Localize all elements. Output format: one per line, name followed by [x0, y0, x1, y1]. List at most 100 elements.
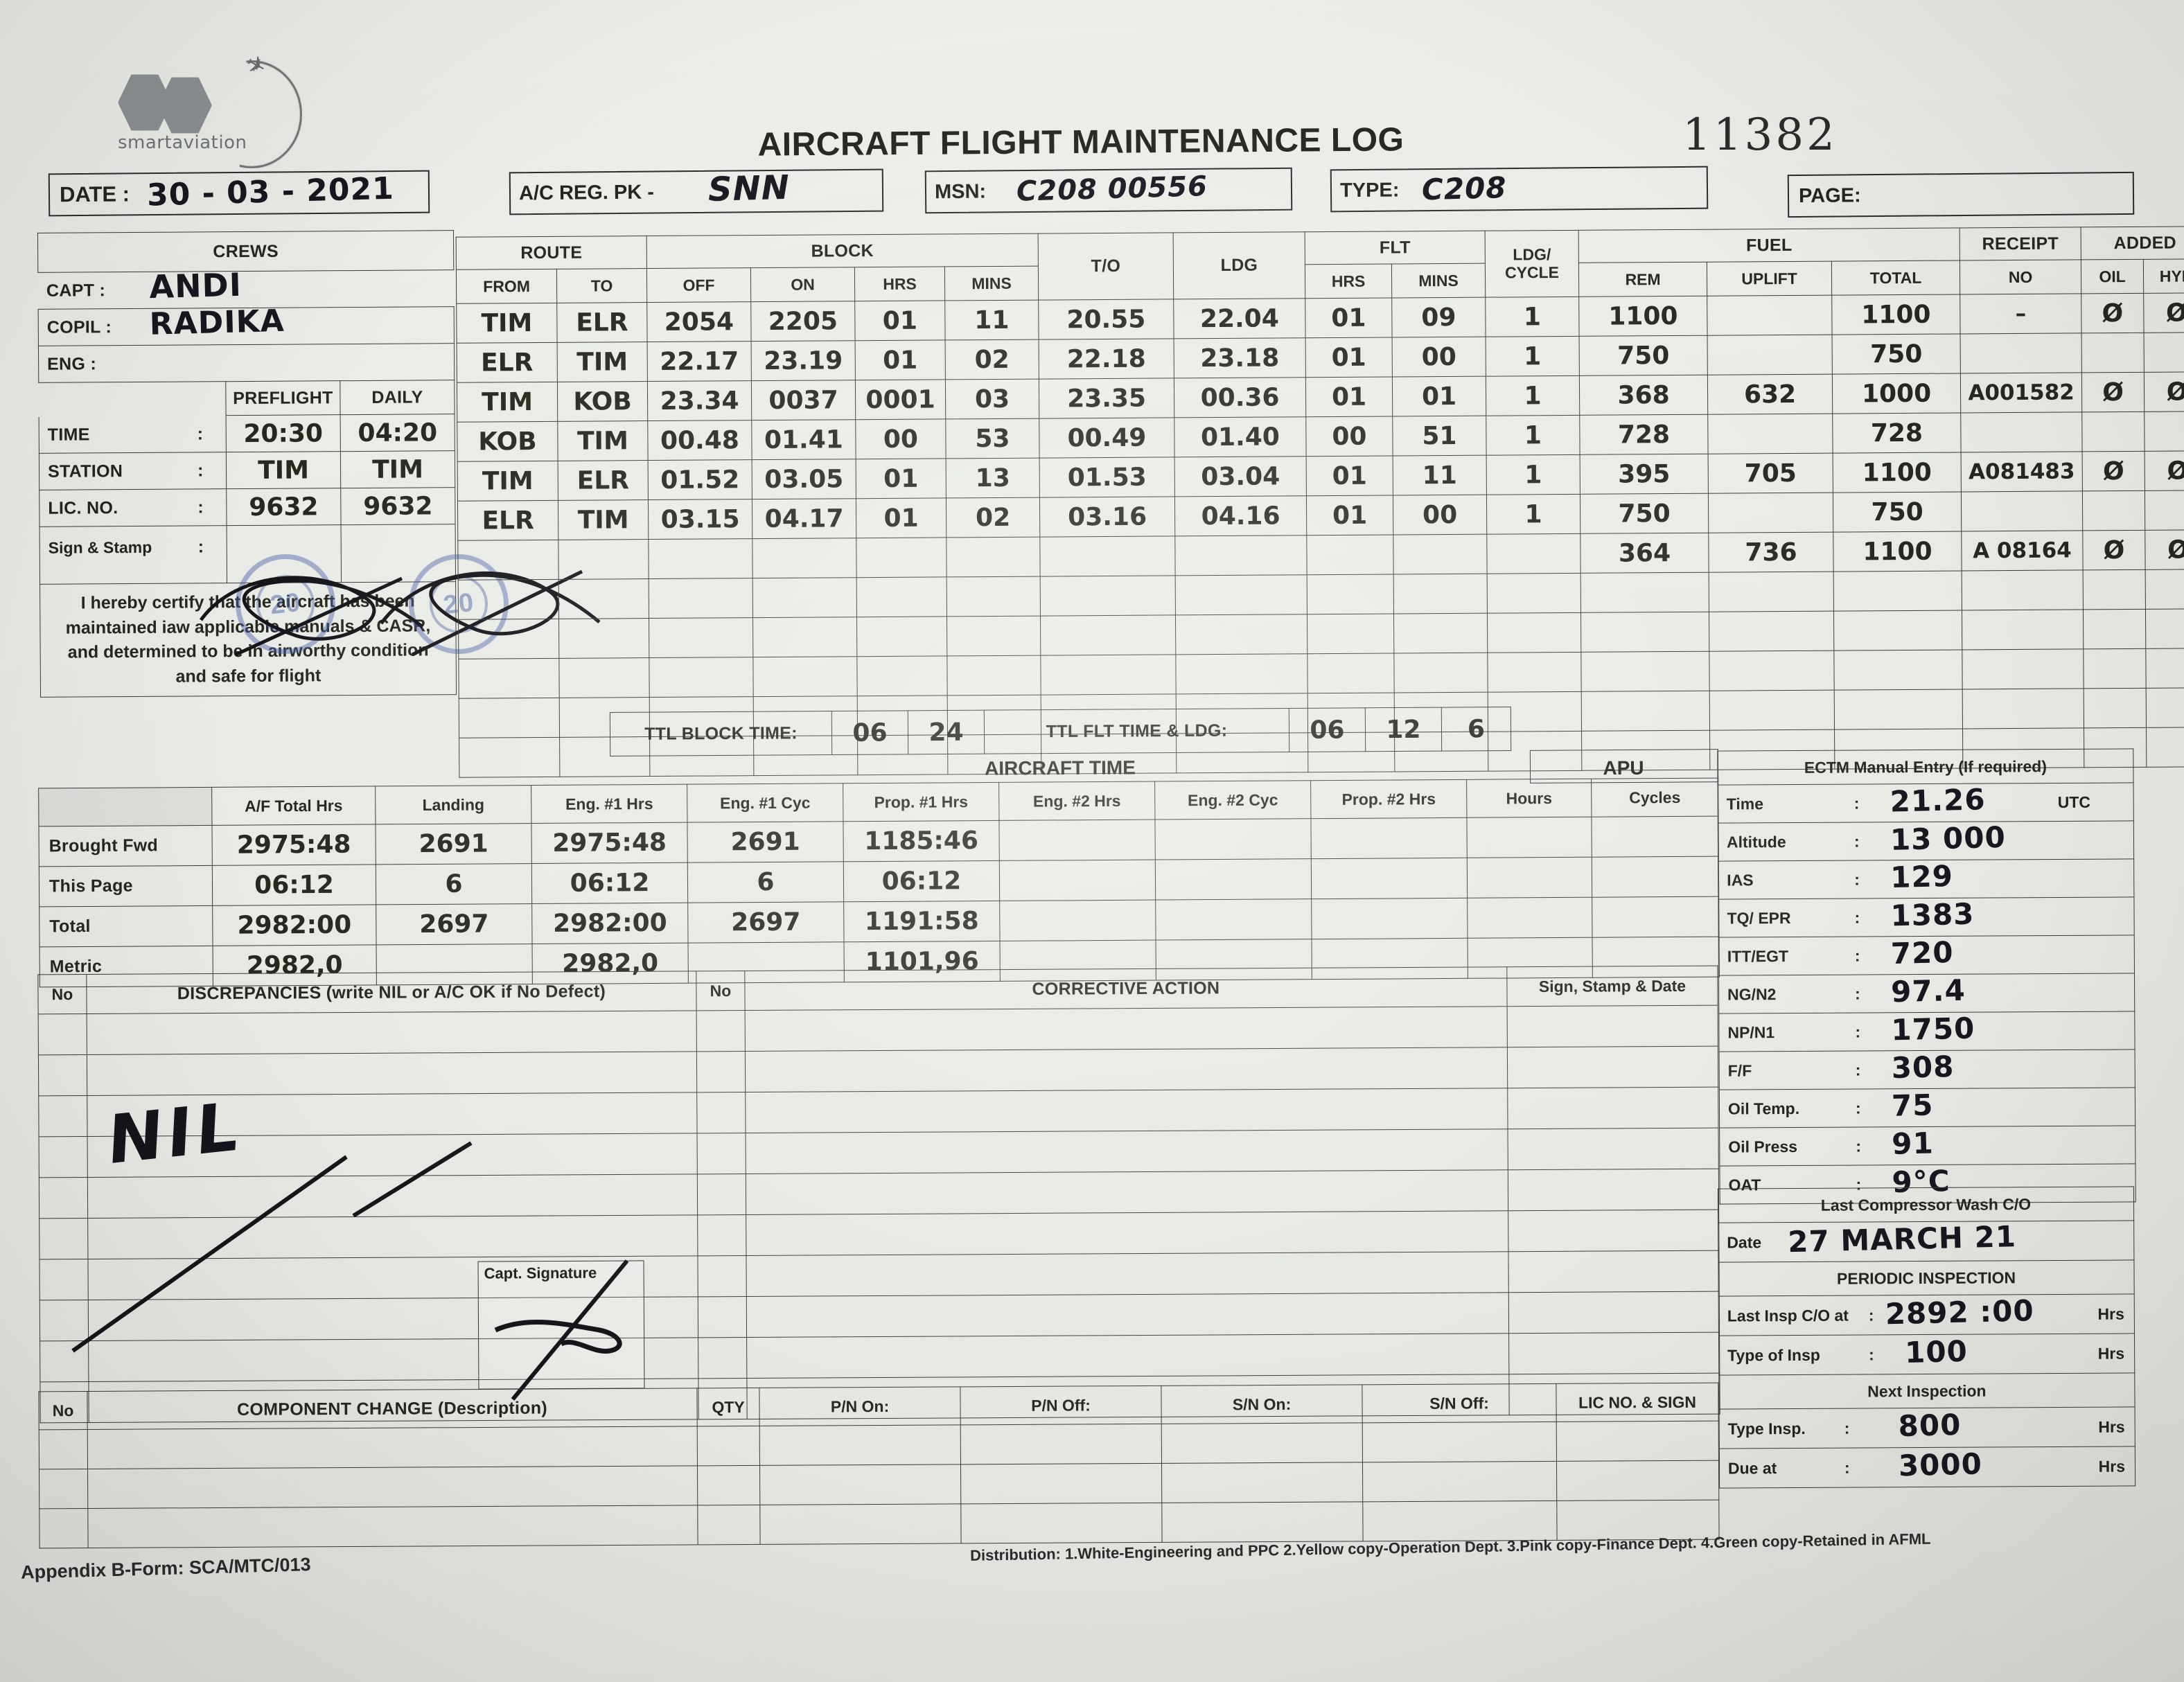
fuel-total[interactable]: 750	[1832, 333, 1961, 375]
ectm-row[interactable]: Oil Temp.: 75	[1719, 1088, 2135, 1128]
flt-hrs[interactable]	[1307, 574, 1394, 614]
flt-mins[interactable]: 09	[1391, 297, 1486, 337]
aircraft-time-cell[interactable]	[1155, 858, 1312, 901]
flt-mins[interactable]: 51	[1392, 416, 1487, 456]
route-from[interactable]	[458, 619, 559, 659]
next-due-at[interactable]: Due at: 3000 Hrs	[1719, 1446, 2135, 1489]
fuel-total[interactable]	[1833, 649, 1963, 691]
apu-cell[interactable]	[1466, 817, 1592, 858]
corrective-text[interactable]	[746, 1333, 1509, 1379]
fuel-total[interactable]: 728	[1832, 412, 1962, 454]
ectm-row[interactable]: Time: 21.26 UTC	[1718, 782, 2134, 824]
fuel-total[interactable]: 750	[1833, 491, 1962, 533]
fuel-uplift[interactable]	[1709, 572, 1834, 612]
block-mins[interactable]: 53	[945, 418, 1040, 459]
component-sn-off[interactable]	[1362, 1500, 1558, 1541]
oil-added[interactable]	[2081, 333, 2145, 373]
aircraft-time-cell[interactable]	[999, 860, 1156, 901]
receipt-no[interactable]	[1962, 569, 2084, 610]
route-to[interactable]: ELR	[558, 460, 649, 501]
aircraft-time-cell[interactable]: 2691	[687, 821, 844, 863]
fuel-total[interactable]	[1833, 570, 1962, 612]
msn-field[interactable]: MSN: C208 00556	[924, 167, 1293, 214]
flt-hrs[interactable]	[1307, 613, 1394, 654]
corrective-no[interactable]	[697, 1174, 746, 1215]
route-from[interactable]	[459, 737, 560, 778]
hyd-added[interactable]	[2145, 569, 2184, 610]
component-qty[interactable]	[697, 1426, 760, 1466]
route-to[interactable]	[558, 657, 650, 698]
flt-mins[interactable]: 01	[1392, 376, 1486, 416]
block-mins[interactable]: 13	[946, 458, 1040, 498]
landing-time[interactable]: 04.16	[1174, 495, 1307, 536]
ectm-row[interactable]: TQ/ EPR: 1383	[1718, 896, 2135, 938]
aircraft-time-cell[interactable]: 1191:58	[843, 901, 1001, 942]
discrepancy-text[interactable]	[87, 1010, 697, 1055]
hyd-added[interactable]: Ø	[2145, 450, 2184, 491]
fuel-rem[interactable]	[1580, 612, 1709, 653]
corrective-text[interactable]	[746, 1251, 1509, 1297]
takeoff-time[interactable]: 01.53	[1039, 457, 1175, 498]
component-qty[interactable]	[697, 1505, 761, 1545]
block-hrs[interactable]: 01	[856, 458, 946, 499]
component-pn-on[interactable]	[759, 1424, 961, 1466]
component-no[interactable]	[39, 1508, 89, 1548]
ldg-cycle[interactable]: 1	[1486, 494, 1580, 535]
landing-time[interactable]: 03.04	[1174, 456, 1307, 497]
block-on[interactable]: 23.19	[751, 340, 856, 381]
corrective-text[interactable]	[745, 1088, 1508, 1133]
component-no[interactable]	[39, 1469, 88, 1509]
ectm-row[interactable]: IAS: 129	[1718, 858, 2134, 900]
fuel-total[interactable]	[1833, 610, 1962, 651]
block-off[interactable]: 23.34	[647, 380, 752, 421]
flt-hrs[interactable]: 01	[1306, 495, 1393, 535]
hyd-added[interactable]	[2144, 332, 2184, 373]
aircraft-time-cell[interactable]: 06:12	[212, 864, 376, 906]
ectm-cell[interactable]: TQ/ EPR: 1383	[1718, 896, 2135, 938]
hyd-added[interactable]	[2146, 687, 2184, 728]
aircraft-time-cell[interactable]: 2691	[375, 823, 532, 865]
oil-added[interactable]	[2083, 609, 2146, 649]
oil-added[interactable]	[2083, 569, 2146, 610]
corrective-text[interactable]	[745, 1006, 1508, 1052]
block-hrs[interactable]: 01	[854, 300, 946, 341]
route-from[interactable]: TIM	[457, 382, 558, 423]
component-no[interactable]	[39, 1429, 88, 1469]
apu-cell[interactable]	[1467, 857, 1592, 898]
block-on[interactable]	[752, 577, 857, 618]
route-from[interactable]: KOB	[457, 421, 558, 462]
flt-hrs[interactable]	[1307, 653, 1395, 693]
route-to[interactable]: ELR	[556, 302, 648, 343]
discrepancy-no[interactable]	[39, 1259, 89, 1300]
receipt-no[interactable]	[1961, 490, 2083, 531]
block-on[interactable]: 01.41	[751, 419, 856, 460]
landing-time[interactable]	[1175, 614, 1307, 655]
fuel-total[interactable]: 1100	[1833, 452, 1962, 493]
ectm-cell[interactable]: NP/N1: 1750	[1718, 1011, 2135, 1052]
block-on[interactable]	[752, 656, 858, 697]
block-mins[interactable]	[946, 576, 1041, 617]
ectm-cell[interactable]: ITT/EGT: 720	[1718, 935, 2135, 976]
fuel-total[interactable]: 1100	[1833, 531, 1962, 572]
fuel-total[interactable]: 1100	[1831, 294, 1961, 335]
ectm-cell[interactable]: Time: 21.26 UTC	[1718, 782, 2134, 824]
component-pn-off[interactable]	[960, 1463, 1162, 1504]
component-pn-on[interactable]	[759, 1503, 962, 1545]
component-sn-off[interactable]	[1362, 1461, 1557, 1502]
ectm-row[interactable]: NG/N2: 97.4	[1718, 973, 2135, 1014]
route-from[interactable]	[459, 698, 560, 738]
aircraft-time-cell[interactable]: 2975:48	[211, 824, 376, 866]
corrective-sign[interactable]	[1507, 1046, 1718, 1088]
ectm-cell[interactable]: Oil Temp.: 75	[1719, 1088, 2135, 1128]
receipt-no[interactable]	[1962, 688, 2084, 729]
discrepancy-no[interactable]	[39, 1340, 89, 1382]
oil-added[interactable]	[2084, 688, 2147, 728]
block-hrs[interactable]	[856, 576, 947, 617]
ectm-cell[interactable]: NG/N2: 97.4	[1718, 973, 2135, 1014]
landing-time[interactable]	[1175, 574, 1307, 615]
route-from[interactable]	[457, 540, 559, 581]
block-off[interactable]: 2054	[646, 301, 752, 342]
takeoff-time[interactable]: 20.55	[1038, 299, 1174, 340]
block-mins[interactable]	[946, 616, 1041, 656]
fuel-uplift[interactable]	[1707, 295, 1833, 336]
